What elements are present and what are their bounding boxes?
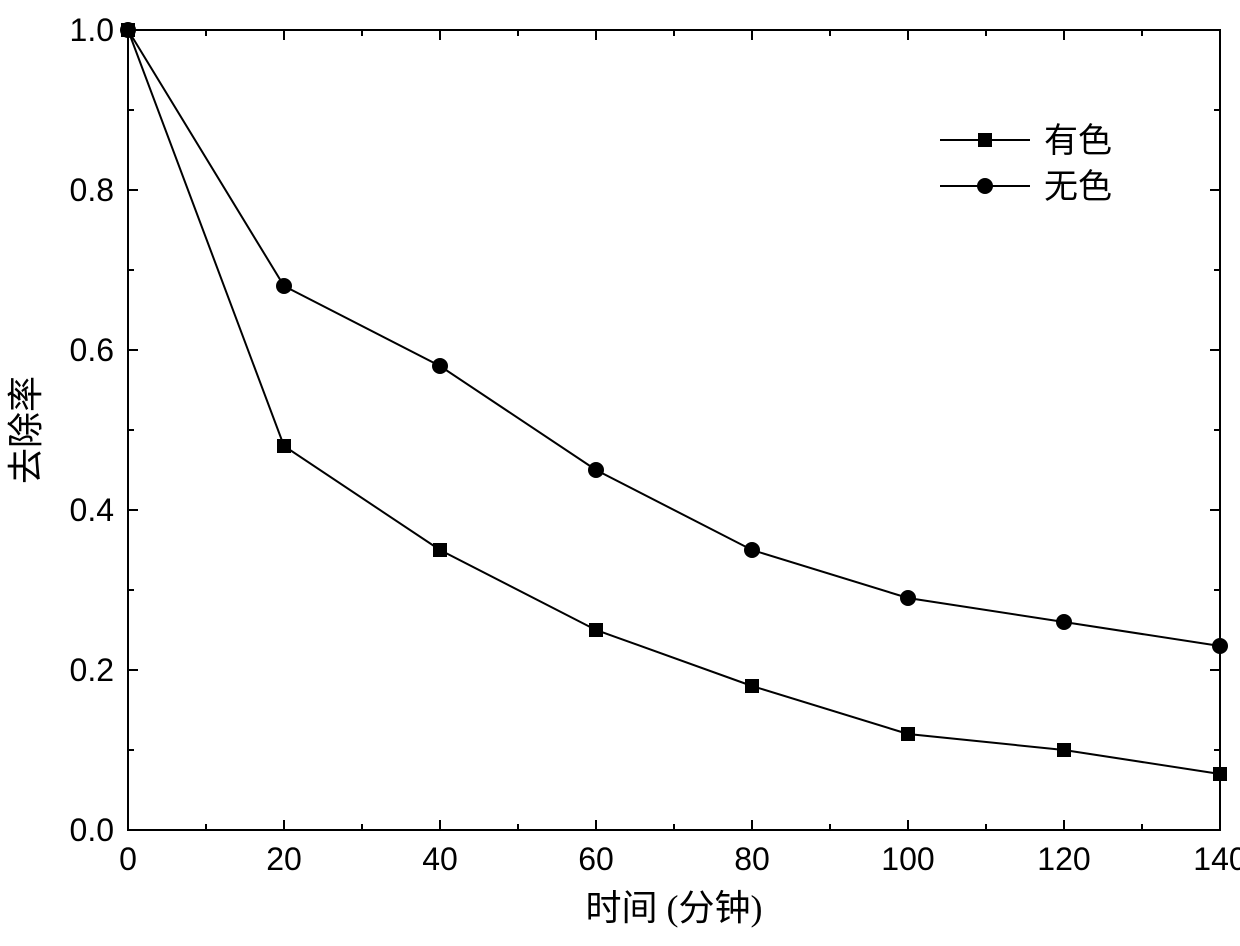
series-marker-square: [589, 623, 603, 637]
series-marker-square: [277, 439, 291, 453]
legend-marker-circle: [977, 178, 993, 194]
x-tick-label: 60: [578, 841, 614, 877]
series-marker-circle: [276, 278, 292, 294]
x-axis-title: 时间 (分钟): [586, 888, 763, 928]
y-axis-title: 去除率: [6, 376, 46, 484]
series-marker-square: [433, 543, 447, 557]
x-tick-label: 100: [881, 841, 934, 877]
series-marker-square: [745, 679, 759, 693]
series-marker-circle: [432, 358, 448, 374]
chart-container: 0 20 40 60 80 100 120 140 0.0 0.2 0.4 0.6 0.8 1.0 时间 (…: [0, 0, 1240, 946]
series-marker-circle: [588, 462, 604, 478]
x-tick-label: 140: [1193, 841, 1240, 877]
x-tick-label: 0: [119, 841, 137, 877]
legend-label: 有色: [1044, 122, 1112, 160]
y-tick-label: 0.0: [70, 812, 114, 848]
x-tick-label: 120: [1037, 841, 1090, 877]
y-tick-label: 0.6: [70, 332, 114, 368]
series-marker-square: [1213, 767, 1227, 781]
series-marker-circle: [900, 590, 916, 606]
series-marker-square: [1057, 743, 1071, 757]
line-chart: 0 20 40 60 80 100 120 140 0.0 0.2 0.4 0.6 0.8 1.0 时间 (…: [0, 0, 1240, 946]
series-marker-circle: [1056, 614, 1072, 630]
x-tick-label: 80: [734, 841, 770, 877]
legend-marker-square: [978, 133, 992, 147]
series-marker-circle: [744, 542, 760, 558]
series-marker-circle: [1212, 638, 1228, 654]
y-tick-label: 0.2: [70, 652, 114, 688]
y-tick-label: 0.4: [70, 492, 114, 528]
series-marker-circle: [120, 22, 136, 38]
y-tick-label: 0.8: [70, 172, 114, 208]
legend-label: 无色: [1044, 168, 1112, 206]
x-tick-label: 20: [266, 841, 302, 877]
series-marker-square: [901, 727, 915, 741]
y-tick-label: 1.0: [70, 12, 114, 48]
x-tick-label: 40: [422, 841, 458, 877]
